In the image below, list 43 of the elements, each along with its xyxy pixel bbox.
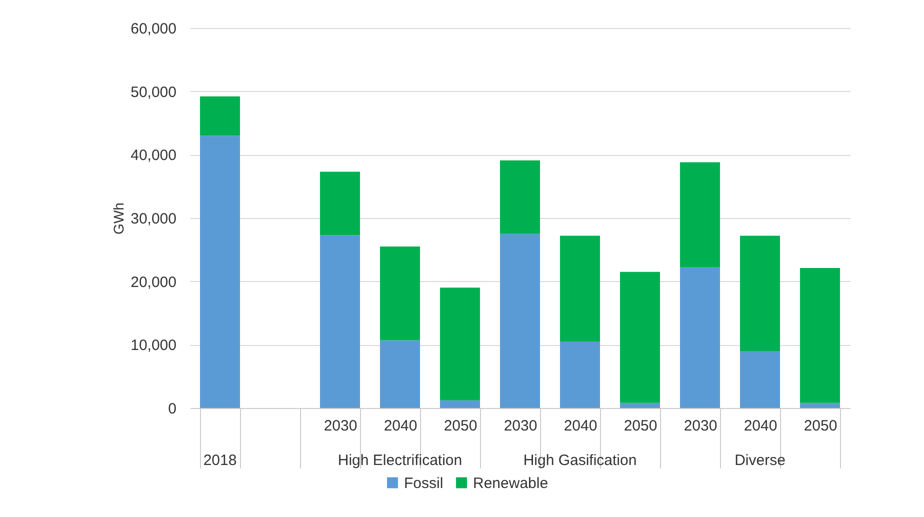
y-tick-label: 60,000 bbox=[130, 20, 176, 38]
x-tick-label: 2040 bbox=[384, 418, 418, 434]
bar bbox=[500, 234, 540, 408]
text: 2018 bbox=[203, 452, 237, 469]
bar bbox=[380, 340, 420, 408]
bar bbox=[200, 136, 240, 408]
bar bbox=[380, 246, 420, 340]
bar bbox=[620, 272, 660, 403]
bar bbox=[500, 160, 540, 234]
x-tick-label: 2040 bbox=[744, 418, 778, 434]
bar bbox=[800, 268, 840, 403]
text: High Gasification bbox=[523, 452, 637, 469]
y-tick-label: 40,000 bbox=[130, 147, 176, 164]
bar bbox=[440, 288, 480, 400]
x-tick-label: 2030 bbox=[684, 418, 718, 434]
y-axis-title: GWh bbox=[110, 202, 127, 234]
text: High Electrification bbox=[338, 452, 462, 469]
bar bbox=[320, 172, 360, 236]
x-tick-label: 2030 bbox=[324, 418, 358, 434]
x-tick-label: 2030 bbox=[504, 418, 538, 434]
bar bbox=[680, 267, 720, 408]
bar bbox=[200, 96, 240, 136]
x-tick-label: 2040 bbox=[564, 418, 598, 434]
bar bbox=[560, 236, 600, 342]
bar bbox=[560, 342, 600, 408]
legend-label: Renewable bbox=[473, 474, 548, 492]
bar bbox=[740, 351, 780, 408]
y-tick-label: 50,000 bbox=[130, 84, 176, 101]
x-tick-label: 2050 bbox=[624, 418, 658, 434]
bar bbox=[800, 402, 840, 408]
legend-label: Fossil bbox=[404, 474, 444, 492]
bar bbox=[440, 400, 480, 408]
bar bbox=[320, 235, 360, 408]
bar bbox=[680, 162, 720, 268]
bar bbox=[740, 236, 780, 351]
y-tick-label: 0 bbox=[168, 400, 176, 418]
x-tick-label: 2050 bbox=[804, 418, 838, 434]
y-tick-label: 20,000 bbox=[130, 274, 176, 291]
bar bbox=[620, 402, 660, 408]
text: Diverse bbox=[734, 452, 786, 469]
y-tick-label: 30,000 bbox=[130, 210, 176, 228]
x-tick-label: 2050 bbox=[444, 418, 478, 434]
y-tick-label: 10,000 bbox=[130, 337, 176, 354]
